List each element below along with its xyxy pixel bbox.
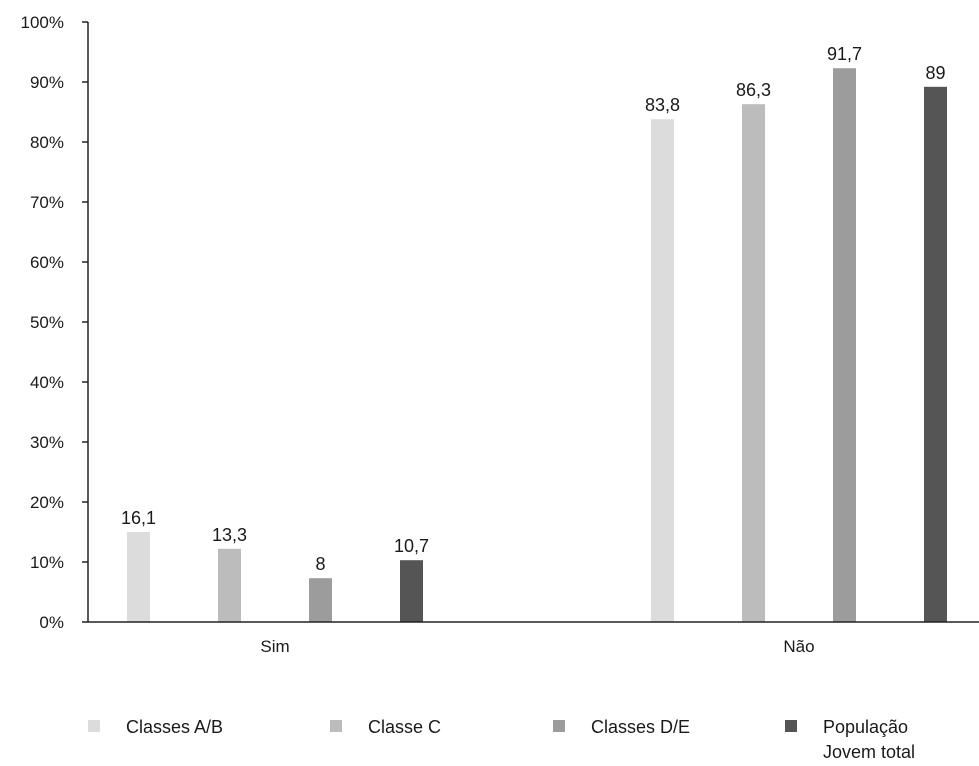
y-tick-label: 60% xyxy=(30,253,64,272)
category-labels: Sim Não xyxy=(260,637,814,656)
data-label: 13,3 xyxy=(212,525,247,545)
bar xyxy=(309,578,332,622)
y-tick-label: 30% xyxy=(30,433,64,452)
legend-swatch xyxy=(88,720,100,732)
bar xyxy=(742,104,765,622)
legend-label: Jovem total xyxy=(823,742,915,762)
bar xyxy=(127,532,150,622)
data-label: 89 xyxy=(925,63,945,83)
bar xyxy=(218,548,241,622)
data-label: 86,3 xyxy=(736,80,771,100)
legend-swatch xyxy=(330,720,342,732)
legend: Classes A/B Classe C Classes D/E População J… xyxy=(88,717,915,762)
data-label: 10,7 xyxy=(394,536,429,556)
legend-swatch xyxy=(553,720,565,732)
legend-label: Classes A/B xyxy=(126,717,223,737)
y-tick-label: 90% xyxy=(30,73,64,92)
bar xyxy=(400,560,423,622)
y-tick-label: 50% xyxy=(30,313,64,332)
data-labels: 16,1 13,3 8 10,7 83,8 86,3 91,7 89 xyxy=(121,44,946,574)
bar xyxy=(833,68,856,622)
legend-swatch xyxy=(785,720,797,732)
bar xyxy=(924,86,947,623)
data-label: 91,7 xyxy=(827,44,862,64)
data-label: 83,8 xyxy=(645,95,680,115)
bars xyxy=(127,68,947,623)
y-tick-label: 10% xyxy=(30,553,64,572)
y-tick-label: 20% xyxy=(30,493,64,512)
y-tick-label: 40% xyxy=(30,373,64,392)
legend-label: Classe C xyxy=(368,717,441,737)
y-tick-label: 80% xyxy=(30,133,64,152)
legend-label: População xyxy=(823,717,908,737)
x-category-label: Sim xyxy=(260,637,289,656)
y-tick-label: 70% xyxy=(30,193,64,212)
y-axis-ticks: 0% 10% 20% 30% 40% 50% 60% 70% 80% 90% 100% xyxy=(21,13,88,632)
data-label: 8 xyxy=(315,554,325,574)
y-tick-label: 0% xyxy=(39,613,64,632)
bar xyxy=(651,119,674,622)
data-label: 16,1 xyxy=(121,508,156,528)
x-category-label: Não xyxy=(783,637,814,656)
y-tick-label: 100% xyxy=(21,13,64,32)
legend-label: Classes D/E xyxy=(591,717,690,737)
